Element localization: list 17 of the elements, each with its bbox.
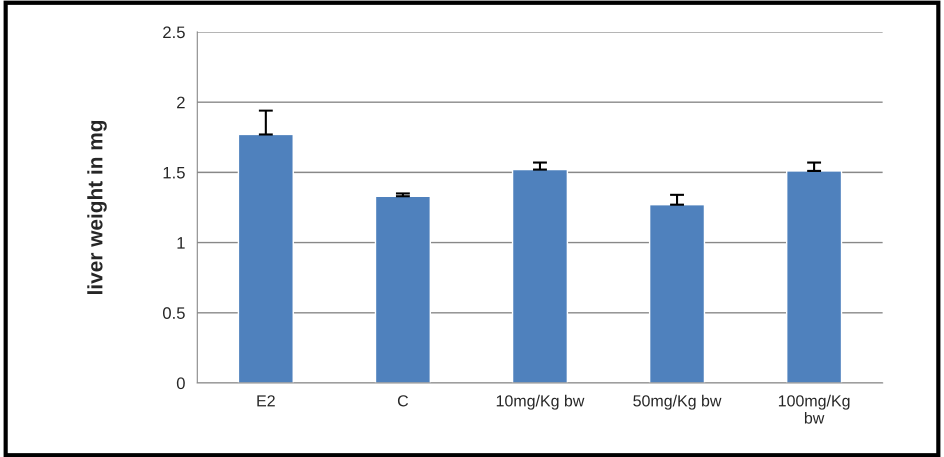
- bar: [238, 134, 294, 383]
- y-tick-label: 0.5: [162, 307, 185, 319]
- y-axis-title: liver weight in mg: [87, 120, 107, 294]
- bar: [786, 170, 842, 383]
- y-tick-label: 2: [177, 96, 185, 108]
- x-tick-label: E2: [257, 395, 275, 406]
- bar: [648, 204, 706, 383]
- y-tick-label: 2.5: [163, 26, 185, 38]
- x-tick-label: 100mg/Kg bw: [778, 394, 850, 424]
- x-tick-label: 50mg/Kg bw: [633, 394, 722, 410]
- y-tick-label: 1.5: [164, 166, 185, 179]
- bar: [374, 196, 432, 383]
- y-tick-label: 0: [176, 377, 185, 390]
- y-tick-label: 1: [177, 237, 185, 249]
- x-tick-label: 10mg/Kg bw: [496, 394, 584, 410]
- x-tick-label: C: [398, 395, 408, 407]
- bar: [512, 168, 568, 383]
